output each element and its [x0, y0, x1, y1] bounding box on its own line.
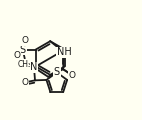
Text: O: O: [21, 36, 28, 45]
Text: O: O: [69, 71, 76, 80]
Text: NH: NH: [57, 47, 72, 57]
Text: S: S: [54, 67, 60, 77]
Text: O: O: [13, 51, 20, 60]
Text: CH₃: CH₃: [18, 60, 32, 69]
Text: N: N: [30, 63, 38, 72]
Text: O: O: [22, 78, 29, 87]
Text: S: S: [20, 45, 26, 55]
